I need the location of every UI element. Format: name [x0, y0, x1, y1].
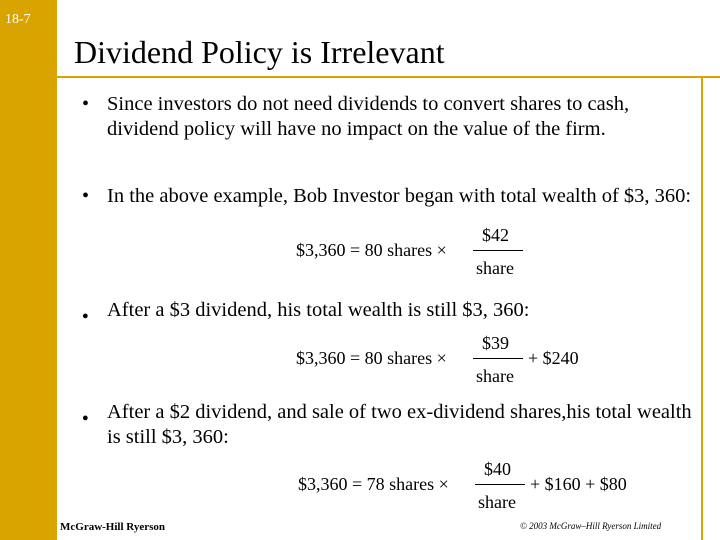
fraction-bar: [473, 358, 523, 359]
equation-tail: + $160 + $80: [530, 474, 627, 494]
equation-denominator: share: [476, 258, 514, 278]
equation-numerator: $42: [482, 225, 509, 245]
slide-title: Dividend Policy is Irrelevant: [74, 34, 445, 70]
bullet-text: In the above example, Bob Investor began…: [107, 185, 692, 207]
footer-publisher: McGraw-Hill Ryerson: [60, 521, 166, 533]
equation-lhs: $3,360 = 80 shares ×: [296, 240, 447, 260]
bullet-marker: ●: [82, 412, 89, 424]
bullet-marker: •: [82, 93, 90, 115]
fraction-bar: [475, 484, 525, 485]
bullet-marker: •: [82, 185, 90, 207]
sidebar-band: [0, 0, 57, 540]
equation-numerator: $39: [482, 333, 509, 353]
right-border: [701, 76, 703, 540]
fraction-bar: [473, 250, 523, 251]
equation-lhs: $3,360 = 78 shares ×: [298, 474, 449, 494]
equation-lhs: $3,360 = 80 shares ×: [296, 348, 447, 368]
equation-tail: + $240: [528, 348, 579, 368]
bullet-text: After a $3 dividend, his total wealth is…: [107, 299, 530, 321]
bullet-text: Since investors do not need dividends to…: [107, 93, 630, 140]
equation-2: $3,360 = 80 shares × $39 share + $240: [296, 333, 626, 388]
footer-copyright: © 2003 McGraw–Hill Ryerson Limited: [520, 521, 662, 531]
equation-numerator: $40: [484, 459, 511, 479]
title-divider: [57, 76, 720, 78]
bullet-text: After a $2 dividend, and sale of two ex-…: [107, 401, 692, 448]
slide-number: 18-7: [5, 12, 31, 27]
equation-1: $3,360 = 80 shares × $42 share: [296, 225, 556, 280]
bullet-marker: ●: [82, 310, 89, 322]
equation-denominator: share: [476, 366, 514, 386]
equation-denominator: share: [478, 492, 516, 512]
equation-3: $3,360 = 78 shares × $40 share + $160 + …: [298, 459, 658, 514]
